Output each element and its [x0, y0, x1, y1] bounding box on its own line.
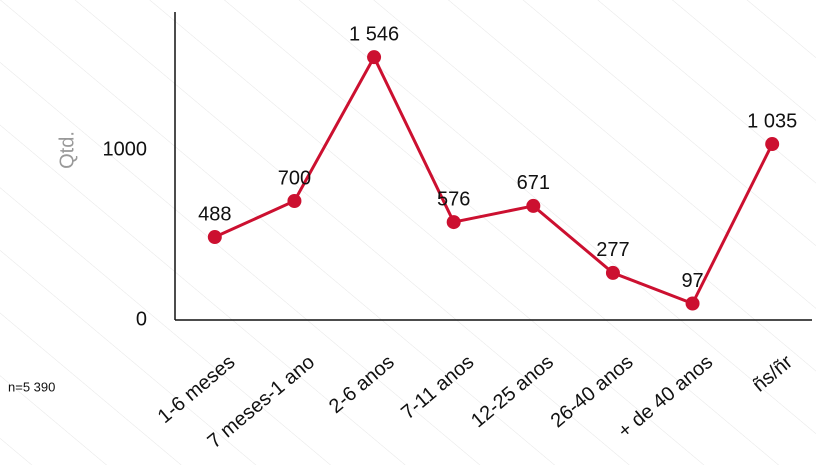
point [605, 265, 620, 280]
point [446, 215, 461, 230]
y-tick-label: 0 [136, 308, 147, 330]
data-label: 1 035 [747, 110, 797, 132]
data-label: 277 [596, 239, 629, 261]
data-label: 700 [278, 167, 311, 189]
point [526, 198, 541, 213]
y-axis-label: Qtd. [56, 131, 78, 169]
data-label: 576 [437, 188, 470, 210]
point [287, 194, 302, 208]
data-label: 1 546 [349, 23, 399, 45]
note: n=5 390 [8, 379, 55, 394]
point [207, 230, 222, 245]
data-label: 671 [517, 172, 550, 194]
point [765, 137, 780, 152]
point [685, 296, 700, 311]
y-tick-label: 1000 [103, 138, 148, 160]
data-label: 488 [198, 203, 231, 225]
line [214, 53, 774, 306]
data-label: 97 [681, 270, 703, 292]
point [367, 50, 382, 65]
